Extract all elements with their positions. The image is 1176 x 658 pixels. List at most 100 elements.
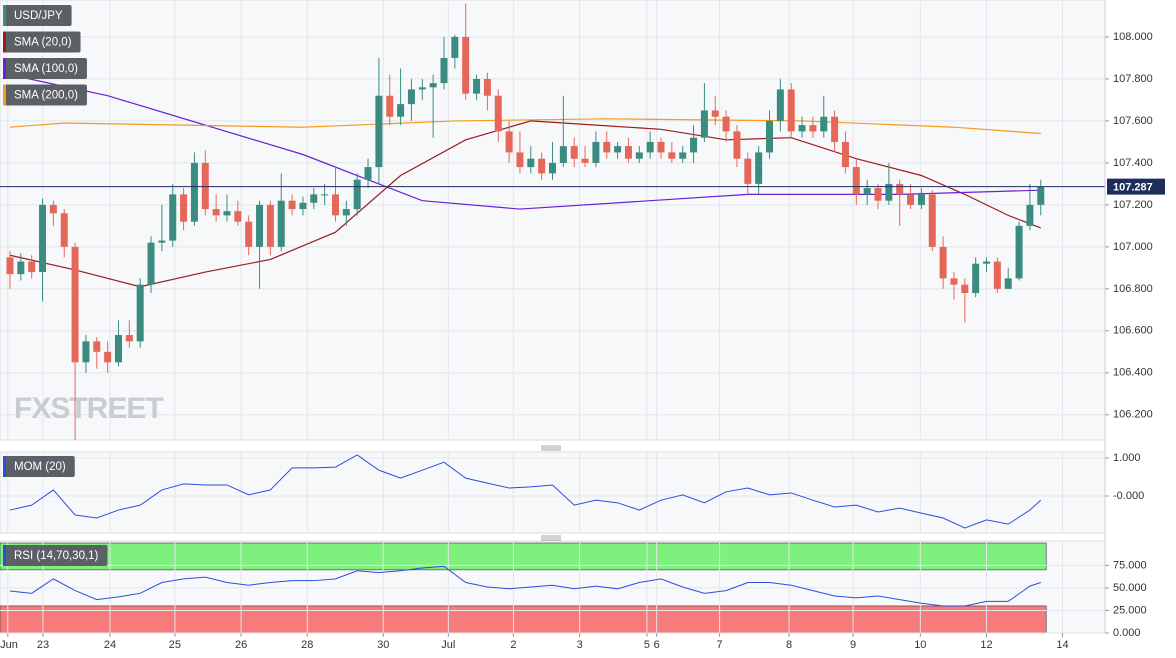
y-tick-label: 107.200 [1113,199,1153,211]
candle-body [885,183,893,201]
candle-body [147,242,155,285]
candle-body [907,194,915,205]
sma-line [9,118,1041,135]
candle-body [494,95,502,132]
candle-body [831,116,839,142]
x-tick-label: 23 [37,639,49,651]
candle-body [527,158,535,168]
candle-body [993,261,1001,289]
y-tick-label: 0.000 [1113,627,1141,639]
legend-box [3,545,108,566]
legend-label: MOM (20) [14,461,66,473]
candle-body [1004,278,1012,289]
candle-body [93,341,101,352]
legend-box [3,31,81,53]
candle-body [440,57,448,84]
legend-swatch [3,5,6,26]
legend-swatch [3,31,6,53]
indicator-line [9,565,1041,607]
x-tick-label: 10 [914,639,926,651]
candle-body [776,89,784,121]
x-tick-label: 9 [850,639,856,651]
candle-body [114,335,122,363]
x-tick-label: 28 [301,639,313,651]
candle-body [592,141,600,163]
candle-body [397,104,405,117]
candle-body [331,194,339,216]
candle-body [570,146,578,159]
candle-body [1015,225,1023,279]
legend-swatch [3,58,6,79]
candle-body [624,146,632,159]
legend-box [3,84,87,106]
candle-body [256,204,264,247]
y-tick-label: 1.000 [1113,452,1141,464]
x-tick-label: 5 [644,639,650,651]
legend-item: SMA (200,0) [3,84,87,106]
candle-body [190,162,198,222]
candle-body [733,131,741,159]
y-tick-label: 107.800 [1113,73,1153,85]
y-tick-label: 106.800 [1113,283,1153,295]
last-price-label: 107.287 [1113,182,1153,194]
candle-body [342,209,350,216]
x-tick-label: 24 [104,639,116,651]
candle-body [462,36,470,94]
candle-body [386,95,394,117]
watermark: FXSTREET [14,392,163,425]
candle-body [1037,186,1045,205]
candle-body [603,141,611,153]
candle-body [690,137,698,153]
candle-body [288,200,296,210]
x-tick-label: 3 [577,639,583,651]
candle-body [820,116,828,132]
y-tick-label: -0.000 [1113,490,1144,502]
x-tick-label: Jul [441,639,455,651]
candle-body [28,261,36,273]
candle-body [169,194,177,241]
legend-box [3,5,72,26]
legend-box [3,58,87,79]
candle-body [657,141,665,153]
candle-body [49,204,57,214]
legend-swatch [3,84,6,106]
candle-body [505,131,513,153]
candle-body [223,211,231,216]
candle-body [104,351,112,363]
candle-body [722,116,730,132]
candle-body [375,95,383,168]
y-tick-label: 106.600 [1113,325,1153,337]
candle-body [473,78,481,94]
legend-item: USD/JPY [3,5,72,26]
sma-line [9,74,1041,210]
y-tick-label: 107.000 [1113,241,1153,253]
candle-body [1026,204,1034,226]
candle-body [212,209,220,216]
x-tick-label: 8 [786,639,792,651]
panel-background [0,0,1106,441]
candle-body [798,125,806,132]
legend-item: MOM (20) [3,456,75,477]
candle-body [863,188,871,195]
candle-body [711,110,719,117]
candle-body [60,213,68,247]
candle-body [646,141,654,153]
candle-body [983,261,991,264]
legend-label: SMA (100,0) [14,63,78,75]
candle-body [928,194,936,247]
candle-body [549,162,556,174]
candle-body [353,179,361,210]
x-tick-label: 14 [1056,639,1068,651]
candle-body [418,87,426,90]
y-tick-label: 107.400 [1113,157,1153,169]
legend-label: RSI (14,70,30,1) [14,550,99,562]
candle-body [158,240,166,243]
x-tick-label: 30 [377,639,389,651]
candle-body [277,200,285,247]
candle-body [939,246,947,279]
candle-body [245,221,253,247]
candle-body [82,341,90,363]
candle-body [841,141,849,168]
candle-body [874,188,882,201]
legend-label: SMA (20,0) [14,37,72,49]
